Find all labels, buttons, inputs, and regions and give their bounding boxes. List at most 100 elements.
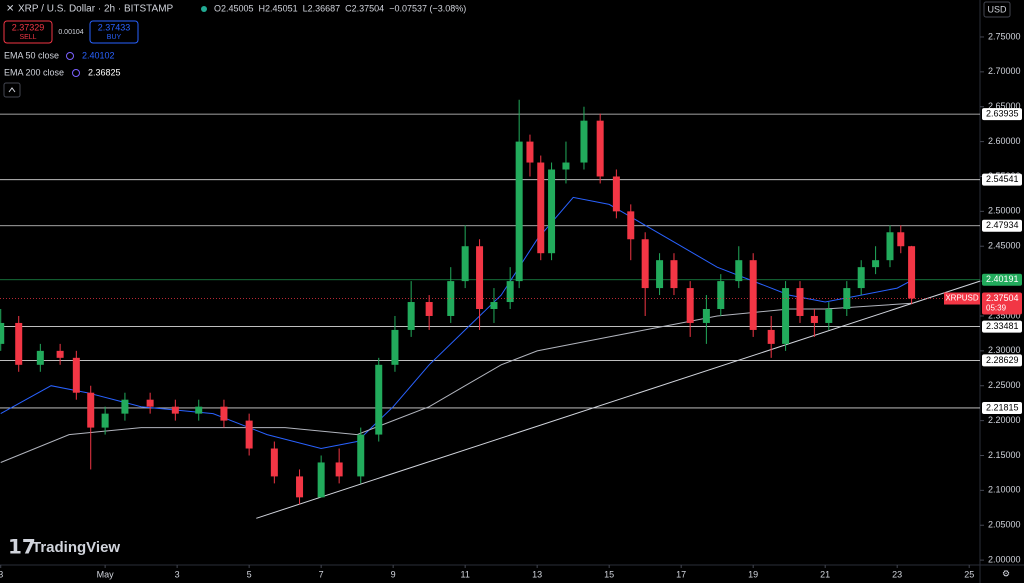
x-tick-label: 11 bbox=[460, 569, 469, 579]
x-tick-label: 23 bbox=[892, 569, 902, 579]
buy-button[interactable] bbox=[89, 20, 139, 44]
y-tick-label: 2.75000 bbox=[988, 31, 1021, 41]
candle-body bbox=[296, 476, 304, 498]
ohlc-value: O2.45005 bbox=[214, 3, 254, 13]
x-tick-label: 25 bbox=[964, 569, 974, 579]
candle-body bbox=[506, 281, 514, 303]
x-tick-label: 19 bbox=[748, 569, 758, 579]
candle-body bbox=[872, 260, 880, 268]
y-tick-label: 2.20000 bbox=[988, 415, 1021, 425]
candle-body bbox=[627, 211, 635, 240]
candle-body bbox=[72, 357, 80, 393]
candle-body bbox=[537, 162, 545, 254]
level-label: 2.21815 bbox=[986, 402, 1019, 412]
candle-body bbox=[0, 322, 5, 344]
candle-body bbox=[407, 302, 415, 330]
ohlc-value: −0.07537 (−3.08%) bbox=[389, 3, 466, 13]
sell-button[interactable] bbox=[3, 20, 53, 44]
close-icon[interactable]: ✕ bbox=[6, 4, 14, 15]
indicator-icon[interactable] bbox=[72, 69, 80, 77]
level-label-box bbox=[982, 219, 1022, 232]
candle-body bbox=[357, 434, 365, 477]
x-tick-label: 3 bbox=[175, 569, 180, 579]
y-tick-label: 2.50000 bbox=[988, 206, 1021, 216]
indicator-line bbox=[256, 280, 981, 519]
x-tick-label: 3 bbox=[0, 569, 3, 579]
ohlc-value: L2.36687 bbox=[303, 3, 341, 13]
level-label: 2.33481 bbox=[986, 321, 1019, 331]
x-tick-label: May bbox=[97, 569, 115, 579]
candle-body bbox=[886, 232, 894, 261]
candle-body bbox=[391, 329, 399, 365]
candle-body bbox=[908, 246, 916, 299]
x-tick-label: 15 bbox=[604, 569, 614, 579]
y-tick-label: 2.60000 bbox=[988, 136, 1021, 146]
level-label-box bbox=[982, 108, 1022, 121]
x-tick-label: 5 bbox=[247, 569, 252, 579]
y-tick-label: 2.30000 bbox=[988, 345, 1021, 355]
candle-body bbox=[562, 162, 570, 170]
y-tick-label: 2.05000 bbox=[988, 520, 1021, 530]
indicator-value: 2.36825 bbox=[88, 67, 121, 77]
x-tick-label: 7 bbox=[319, 569, 324, 579]
candle-body bbox=[686, 288, 694, 323]
y-tick-label: 2.45000 bbox=[988, 241, 1021, 251]
candle-body bbox=[101, 413, 109, 428]
last-price-label: 2.37504 bbox=[986, 293, 1019, 303]
symbol-label: XRPUSD bbox=[945, 294, 979, 303]
candle-body bbox=[580, 120, 588, 163]
level-label-box bbox=[982, 173, 1022, 186]
candle-body bbox=[825, 309, 833, 323]
candle-body bbox=[596, 120, 604, 177]
sell-label: SELL bbox=[19, 34, 36, 41]
candle-body bbox=[270, 448, 278, 477]
level-label-box bbox=[982, 273, 1022, 286]
collapse-icon bbox=[8, 87, 16, 93]
collapse-button[interactable] bbox=[3, 82, 21, 98]
indicator-value: 2.40102 bbox=[82, 50, 115, 60]
candle-body bbox=[548, 169, 556, 254]
y-tick-label: 2.00000 bbox=[988, 554, 1021, 564]
buy-label: BUY bbox=[107, 34, 122, 41]
candle-body bbox=[670, 260, 678, 289]
status-dot bbox=[201, 6, 207, 12]
candle-body bbox=[526, 141, 534, 163]
candle-body bbox=[476, 246, 484, 310]
currency-box[interactable] bbox=[983, 1, 1011, 18]
plot bbox=[0, 99, 981, 519]
candle-body bbox=[897, 232, 905, 247]
level-label-box bbox=[982, 320, 1022, 333]
candle-body bbox=[796, 288, 804, 316]
sell-price: 2.37329 bbox=[12, 22, 45, 32]
y-tick-label: 2.70000 bbox=[988, 66, 1021, 76]
candle-body bbox=[717, 281, 725, 310]
brand-logo: 𝟭𝟳 bbox=[8, 536, 36, 558]
level-label: 2.54541 bbox=[986, 174, 1019, 184]
ohlc: O2.45005 H2.45051 L2.36687 C2.37504 −0.07537… bbox=[214, 3, 466, 13]
candle-body bbox=[749, 260, 757, 330]
ohlc-value: H2.45051 bbox=[259, 3, 298, 13]
candle-body bbox=[36, 350, 44, 365]
brand: TradingView bbox=[32, 539, 120, 556]
candle-body bbox=[317, 462, 325, 498]
level-label: 2.40191 bbox=[986, 274, 1019, 284]
x-tick-label: 9 bbox=[391, 569, 396, 579]
settings-icon[interactable]: ⚙ bbox=[1002, 568, 1010, 578]
indicator-icon[interactable] bbox=[66, 52, 74, 60]
candle-body bbox=[782, 288, 790, 344]
y-tick-label: 2.25000 bbox=[988, 380, 1021, 390]
buy-price: 2.37433 bbox=[98, 22, 131, 32]
candle-body bbox=[121, 399, 129, 414]
x-tick-label: 21 bbox=[820, 569, 830, 579]
candle-body bbox=[146, 399, 154, 407]
indicator-name: EMA 50 close bbox=[4, 50, 59, 60]
candle-body bbox=[56, 350, 64, 358]
last-price-box bbox=[982, 292, 1022, 315]
candle-body bbox=[15, 322, 23, 365]
candle-body bbox=[461, 246, 469, 282]
y-tick-label: 2.65000 bbox=[988, 101, 1021, 111]
candle-body bbox=[656, 260, 664, 289]
level-label: 2.47934 bbox=[986, 220, 1019, 230]
y-tick-label: 2.10000 bbox=[988, 485, 1021, 495]
